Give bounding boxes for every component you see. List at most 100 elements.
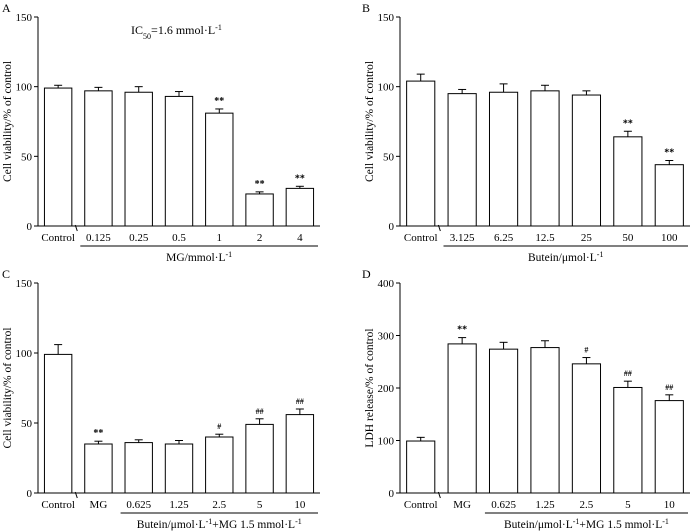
x-tick-label: 0.125 [86,232,111,244]
x-tick-label: 100 [661,232,678,244]
x-tick-label: MG [453,499,471,511]
significance-mark: ## [296,397,304,406]
x-tick-label: 2.5 [580,499,594,511]
ic50-prefix: IC [131,23,143,37]
x-tick-label: 10 [664,499,676,511]
bar [285,187,315,227]
x-axis-label-sup2: -1 [295,517,302,526]
y-tick-label: 0 [27,221,33,233]
x-tick-label: 3.125 [450,232,475,244]
y-tick-label: 100 [378,82,395,94]
x-axis-label: Butein/μmol·L-1 [528,250,603,265]
significance-mark: # [217,422,221,431]
bar [571,363,602,494]
panel-letter: B [362,1,370,15]
x-axis-label-sup: -1 [226,250,233,259]
bar [613,386,643,494]
chart-panel-b: B 0 50 100 150 Cell viability/% of control Con… [362,1,690,264]
significance-mark: ## [256,407,264,416]
x-axis-break [74,224,78,232]
x-tick-label: 0.25 [129,232,149,244]
x-tick-label: Control [404,232,438,244]
x-axis-label-main: Butein/μmol·L [504,519,573,531]
x-axis-break [74,491,78,499]
x-tick-label: 1.25 [535,499,555,511]
y-tick-label: 0 [389,488,395,500]
x-tick-label: 6.25 [494,232,514,244]
x-axis-label-sup: -1 [597,250,604,259]
x-tick-label: 1 [217,232,223,244]
x-tick-label: 5 [257,499,263,511]
ic50-annotation: IC50=1.6 mmol·L-1 [131,23,222,41]
bar [654,164,684,227]
x-tick-label: 5 [625,499,631,511]
x-tick-label: 4 [297,232,303,244]
bar [124,91,153,227]
bar [406,80,436,227]
y-axis-label: Cell viability/% of control [364,61,376,182]
y-tick-label: 100 [378,436,395,448]
bar [84,443,113,494]
y-tick-label: 50 [21,151,33,163]
y-tick-label: 0 [27,488,33,500]
x-axis-label-main: Butein/μmol·L [137,519,206,531]
x-axis-label: Butein/μmol·L-1+MG 1.5 mmol·L-1 [137,517,302,531]
bar [654,400,684,494]
significance-mark: # [584,346,588,355]
significance-mark: ** [664,148,674,159]
significance-mark: ** [214,96,224,107]
ic50-subscript: 50 [143,32,151,41]
bar [406,440,436,494]
x-axis-label-sup2: -1 [662,517,669,526]
bar [205,112,234,227]
x-tick-label: 0.625 [491,499,516,511]
x-tick-label: 0.625 [126,499,151,511]
bar [124,442,153,494]
bar [164,95,194,227]
x-tick-label: 50 [622,232,634,244]
x-tick-label: 10 [294,499,306,511]
significance-mark: ** [457,325,467,336]
significance-mark: ** [93,428,103,439]
bar [488,348,519,494]
panel-letter: A [2,1,11,15]
x-axis-label-tail: +MG 1.5 mmol·L [579,519,662,531]
bar [245,423,274,494]
x-tick-label: 25 [581,232,593,244]
x-tick-label: MG [90,499,108,511]
panel-letter: D [362,267,371,281]
x-axis-break [437,224,441,232]
x-axis-label: MG/mmol·L-1 [166,250,232,265]
y-tick-label: 50 [21,418,33,430]
bar [245,193,274,227]
y-tick-label: 150 [378,12,395,24]
chart-panel-d: D 0 100 200 300 400 LDH release/% of control Co… [362,267,690,531]
bar [447,93,477,227]
bar [571,94,602,227]
bar [613,136,643,227]
x-tick-label: Control [404,499,438,511]
y-tick-label: 100 [16,82,33,94]
panel-letter: C [2,267,10,281]
x-axis-label-sup: -1 [206,517,213,526]
x-axis-label-sup: -1 [573,517,580,526]
x-tick-label: Control [41,232,75,244]
significance-mark: ** [295,173,305,184]
y-tick-label: 100 [16,348,33,360]
y-axis-label: LDH release/% of control [364,328,376,447]
chart-panel-c: C 0 50 100 150 Cell viability/% of control Con… [2,267,320,531]
x-tick-label: 2 [257,232,263,244]
y-tick-label: 50 [383,151,395,163]
y-tick-label: 0 [389,221,395,233]
y-tick-label: 200 [378,383,395,395]
y-axis-label: Cell viability/% of control [2,327,14,448]
x-axis-break [437,491,441,499]
bar [530,90,560,227]
y-axis-label: Cell viability/% of control [2,61,14,182]
y-tick-label: 400 [378,278,395,290]
x-axis-label-main: MG/mmol·L [166,252,225,264]
bar [530,347,560,494]
ic50-superscript: -1 [215,23,222,32]
bar [205,436,234,494]
